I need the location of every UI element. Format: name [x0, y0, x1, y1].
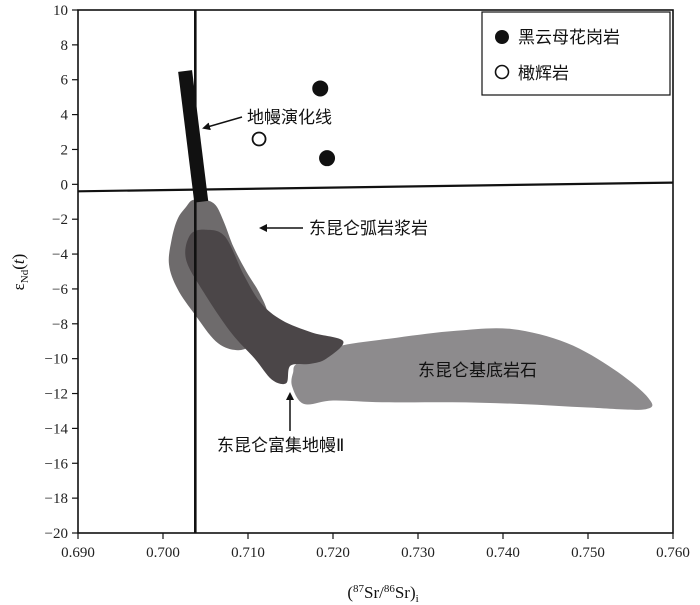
x-tick-label: 0.700	[146, 545, 180, 561]
ticks-layer: 0.690 0.700 0.710 0.720 0.730 0.740 0.750 0.760…	[45, 3, 690, 561]
mantle-evolution-band	[178, 70, 209, 203]
fields-layer	[168, 199, 653, 410]
mantle-band-layer	[178, 70, 209, 203]
y-tick-label: −12	[45, 387, 68, 403]
annotation-enriched-mantle: 东昆仑富集地幔Ⅱ	[217, 436, 344, 456]
arrow-mantle-line	[202, 116, 243, 131]
legend-label-pyroxenite: 橄辉岩	[518, 64, 569, 84]
x-tick-label: 0.750	[571, 545, 605, 561]
horizontal-reference-line	[77, 181, 674, 193]
y-tick-label: −10	[45, 352, 68, 368]
y-tick-label: 10	[53, 3, 68, 19]
y-tick-label: −4	[52, 247, 68, 263]
field-enriched-mantle	[185, 229, 344, 385]
y-tick-label: −16	[45, 456, 69, 472]
y-tick-label: −2	[52, 212, 68, 228]
x-tick-label: 0.730	[401, 545, 435, 561]
y-tick-label: −18	[45, 491, 68, 507]
y-tick-label: 8	[61, 38, 69, 54]
x-tick-label: 0.760	[656, 545, 690, 561]
point-biotite-granite-1	[319, 150, 336, 167]
point-biotite-granite-0	[312, 80, 329, 97]
point-pyroxenite-0	[251, 131, 267, 147]
x-axis-title: (87Sr/86Sr)i	[347, 583, 418, 605]
annotation-mantle-line: 地幔演化线	[247, 108, 332, 128]
y-tick-label: −8	[52, 317, 68, 333]
legend-marker-biotite-granite	[495, 30, 509, 44]
x-tick-label: 0.690	[61, 545, 95, 561]
plot-frame	[77, 9, 674, 534]
points-layer	[251, 80, 336, 167]
annotation-arc-magma: 东昆仑弧岩浆岩	[309, 219, 428, 239]
x-tick-label: 0.710	[231, 545, 265, 561]
y-tick-label: 6	[61, 73, 69, 89]
y-tick-label: 4	[61, 108, 69, 124]
field-basement	[291, 328, 653, 410]
legend-label-biotite-granite: 黑云母花岗岩	[518, 28, 620, 48]
legend-marker-pyroxenite	[494, 64, 510, 80]
y-tick-label: −14	[45, 421, 69, 437]
legend: 黑云母花岗岩 橄辉岩	[481, 11, 671, 96]
legend-box	[481, 11, 671, 96]
y-tick-label: 0	[61, 177, 69, 193]
y-tick-label: −20	[45, 526, 68, 542]
y-tick-label: 2	[61, 142, 69, 158]
x-tick-label: 0.740	[486, 545, 520, 561]
annotation-basement: 东昆仑基底岩石	[418, 361, 537, 381]
x-tick-label: 0.720	[316, 545, 350, 561]
y-tick-label: −6	[52, 282, 68, 298]
y-axis-title: εNd(t)	[9, 254, 31, 291]
